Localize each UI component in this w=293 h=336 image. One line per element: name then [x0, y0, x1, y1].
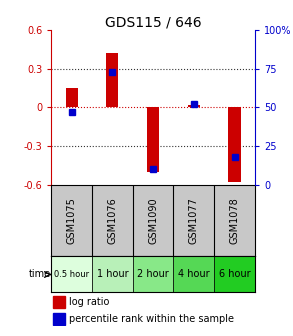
Text: GSM1090: GSM1090 [148, 197, 158, 244]
Bar [147, 108, 159, 172]
Text: GSM1075: GSM1075 [67, 197, 77, 244]
Text: 4 hour: 4 hour [178, 269, 209, 280]
Text: time: time [28, 269, 50, 280]
Text: 0.5 hour: 0.5 hour [54, 270, 89, 279]
Title: GDS115 / 646: GDS115 / 646 [105, 15, 201, 29]
Bar [133, 256, 173, 293]
Bar [53, 313, 64, 325]
Text: GSM1078: GSM1078 [229, 197, 240, 244]
Text: percentile rank within the sample: percentile rank within the sample [69, 314, 234, 324]
Bar [51, 256, 92, 293]
Bar [214, 256, 255, 293]
Text: 1 hour: 1 hour [97, 269, 128, 280]
Bar [66, 88, 78, 108]
Text: GSM1077: GSM1077 [189, 197, 199, 244]
Text: log ratio: log ratio [69, 297, 109, 307]
Text: 2 hour: 2 hour [137, 269, 169, 280]
Text: GSM1076: GSM1076 [107, 197, 117, 244]
Bar [106, 53, 118, 108]
Bar [53, 296, 64, 307]
Bar [229, 108, 241, 182]
Bar [173, 256, 214, 293]
Text: 6 hour: 6 hour [219, 269, 250, 280]
Bar [188, 105, 200, 108]
Bar [92, 256, 133, 293]
